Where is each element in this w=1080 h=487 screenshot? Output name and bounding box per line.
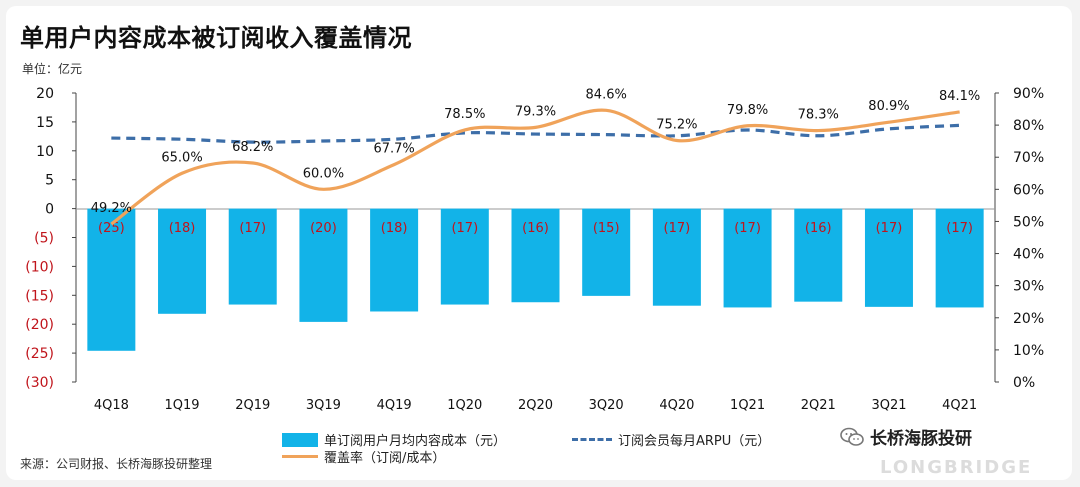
legend-item-arpu: 订阅会员每月ARPU（元）	[572, 430, 770, 449]
bar-data-label: (17)	[451, 221, 478, 236]
left-tick-label: (5)	[34, 231, 54, 247]
bar	[794, 208, 843, 302]
bar-data-label: (16)	[522, 221, 549, 236]
bar-data-label: (17)	[946, 221, 973, 236]
coverage-data-label: 79.3%	[515, 104, 556, 119]
left-tick-label: (30)	[25, 375, 54, 391]
legend-label-coverage: 覆盖率（订阅/成本）	[324, 451, 446, 466]
x-tick-label: 2Q21	[801, 398, 836, 413]
x-tick-label: 3Q19	[306, 398, 341, 413]
coverage-data-label: 79.8%	[727, 103, 768, 118]
coverage-data-label: 78.3%	[798, 108, 839, 123]
x-tick-label: 2Q20	[518, 398, 553, 413]
x-tick-label: 4Q18	[94, 398, 129, 413]
arpu-line	[111, 123, 960, 144]
brand-name: 长桥海豚投研	[870, 429, 972, 449]
left-tick-label: (25)	[25, 346, 54, 362]
left-tick-label: 15	[36, 115, 54, 131]
wechat-icon	[840, 427, 864, 446]
coverage-data-label: 49.2%	[91, 201, 132, 216]
bar	[299, 208, 348, 322]
right-tick-label: 30%	[1013, 279, 1044, 295]
bar	[723, 208, 772, 308]
coverage-line	[110, 108, 960, 226]
bar-data-label: (17)	[876, 221, 903, 236]
bar	[935, 208, 984, 308]
left-tick-label: (20)	[25, 317, 54, 333]
bar-data-label: (15)	[593, 221, 620, 236]
unit-label: 单位：亿元	[22, 62, 83, 76]
x-tick-label: 4Q19	[377, 398, 412, 413]
bar-data-label: (20)	[310, 221, 337, 236]
x-tick-label: 1Q20	[447, 398, 482, 413]
coverage-data-label: 78.5%	[444, 107, 485, 122]
bar-data-label: (16)	[805, 221, 832, 236]
bar	[652, 208, 701, 306]
bar	[511, 208, 560, 303]
right-tick-label: 80%	[1013, 118, 1044, 134]
x-tick-label: 4Q20	[659, 398, 694, 413]
left-tick-label: (10)	[25, 259, 54, 275]
right-tick-label: 50%	[1013, 214, 1044, 230]
legend-label-arpu: 订阅会员每月ARPU（元）	[618, 434, 771, 449]
right-tick-label: 10%	[1013, 343, 1044, 359]
bar-data-label: (18)	[381, 221, 408, 236]
source-note: 来源：公司财报、长桥海豚投研整理	[20, 457, 213, 471]
x-tick-label: 2Q19	[235, 398, 270, 413]
coverage-data-label: 67.7%	[373, 142, 414, 157]
bar-data-label: (17)	[734, 221, 761, 236]
bar	[582, 208, 631, 296]
bar-data-label: (17)	[239, 221, 266, 236]
right-tick-label: 60%	[1013, 182, 1044, 198]
bar-data-label: (17)	[664, 221, 691, 236]
coverage-data-label: 75.2%	[656, 118, 697, 133]
bar-data-label: (25)	[98, 221, 125, 236]
brand-logo: 长桥海豚投研	[840, 424, 972, 449]
bar-data-label: (18)	[169, 221, 196, 236]
coverage-data-label: 84.1%	[939, 89, 980, 104]
legend-swatch-coverage	[282, 455, 318, 458]
chart-title: 单用户内容成本被订阅收入覆盖情况	[20, 24, 412, 52]
bar	[87, 208, 136, 351]
legend-item-cost: 单订阅用户月均内容成本（元）	[282, 430, 506, 449]
coverage-data-label: 65.0%	[161, 150, 202, 165]
bar	[864, 208, 913, 307]
bar	[158, 208, 207, 314]
x-tick-label: 3Q21	[871, 398, 906, 413]
x-tick-label: 1Q19	[165, 398, 200, 413]
bar	[228, 208, 277, 305]
x-tick-label: 3Q20	[589, 398, 624, 413]
right-tick-label: 70%	[1013, 150, 1044, 166]
right-tick-label: 40%	[1013, 247, 1044, 263]
x-tick-label: 4Q21	[942, 398, 977, 413]
legend-item-coverage: 覆盖率（订阅/成本）	[282, 447, 445, 466]
coverage-data-label: 60.0%	[303, 166, 344, 181]
left-tick-label: (15)	[25, 288, 54, 304]
legend-label-cost: 单订阅用户月均内容成本（元）	[324, 434, 507, 449]
left-tick-label: 10	[36, 144, 54, 160]
brand-sub: LONGBRIDGE	[880, 457, 1033, 478]
right-tick-label: 90%	[1013, 86, 1044, 102]
legend-swatch-arpu	[572, 438, 612, 441]
right-tick-label: 20%	[1013, 311, 1044, 327]
left-tick-label: 20	[36, 86, 54, 102]
right-tick-label: 0%	[1013, 375, 1035, 391]
left-tick-label: 5	[45, 173, 54, 189]
x-tick-label: 1Q21	[730, 398, 765, 413]
bar	[370, 208, 419, 312]
left-tick-label: 0	[45, 202, 54, 218]
coverage-data-label: 68.2%	[232, 140, 273, 155]
coverage-data-label: 84.6%	[586, 87, 627, 102]
bar	[440, 208, 489, 305]
legend-swatch-cost	[282, 432, 318, 447]
coverage-data-label: 80.9%	[868, 99, 909, 114]
